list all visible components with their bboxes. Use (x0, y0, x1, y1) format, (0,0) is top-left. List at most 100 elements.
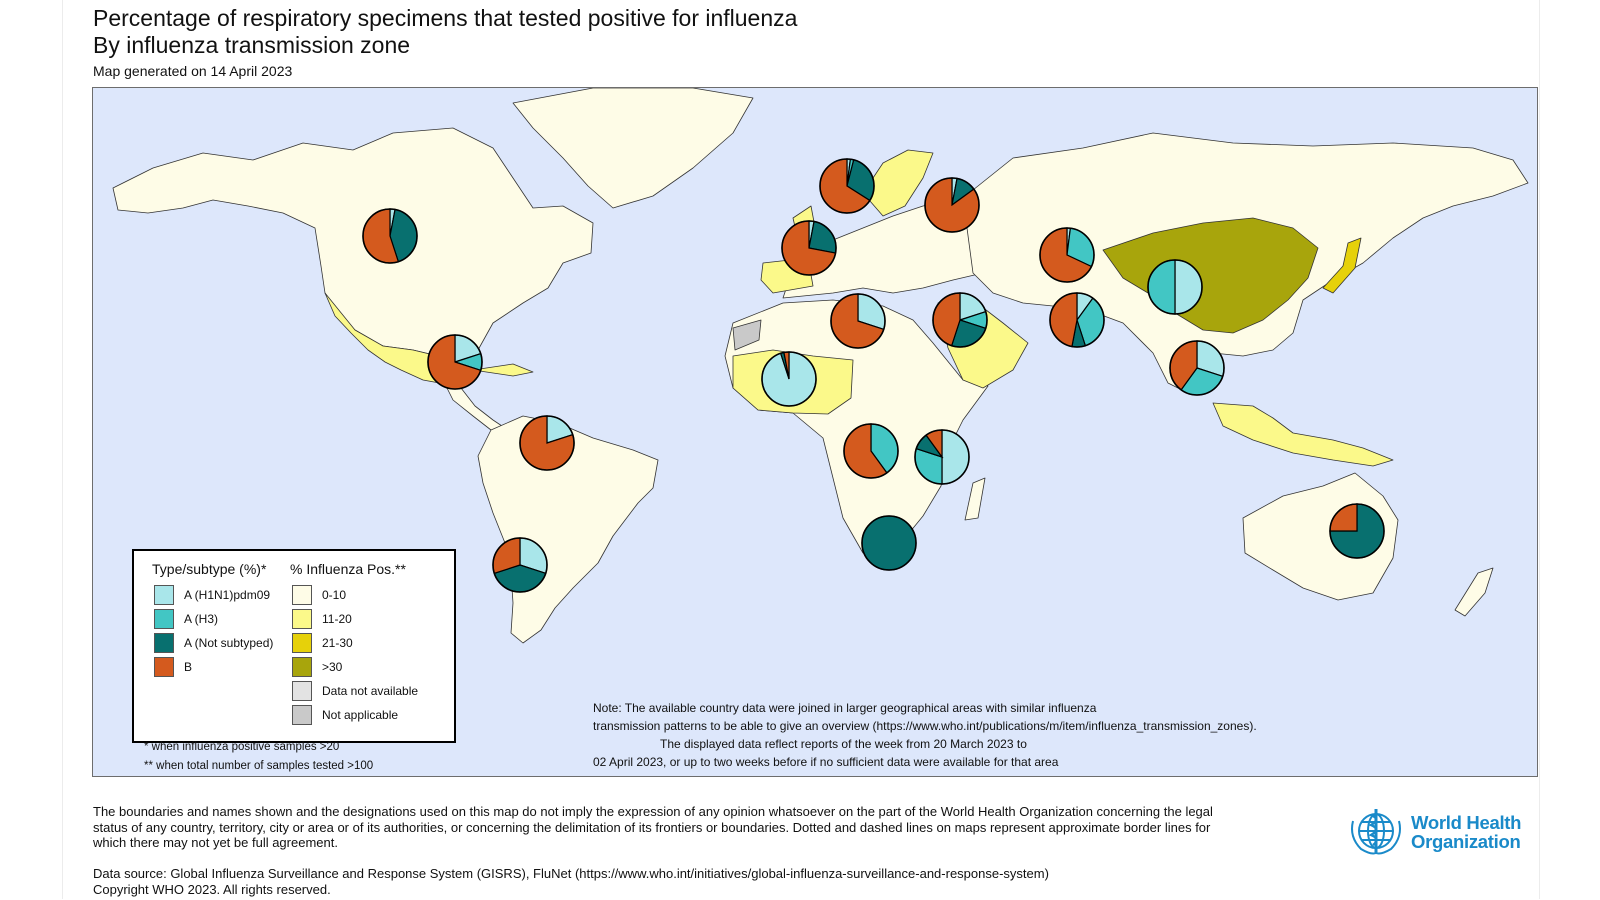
legend-label: A (H1N1)pdm09 (184, 588, 271, 602)
legend-item-pos-0-10: 0-10 (292, 584, 346, 606)
land-japan (1322, 237, 1362, 294)
pie-southern-asia (1049, 292, 1105, 348)
map-subtitle: By influenza transmission zone (93, 32, 411, 58)
pie-outline (932, 292, 988, 348)
land-north-america (112, 127, 594, 371)
legend-item-pos-30-plus: >30 (292, 656, 342, 678)
swatch-data-not-available (292, 681, 312, 701)
pie-south-east-asia (1169, 340, 1225, 396)
pie-central-asia (1039, 227, 1095, 283)
legend-item-b: B (154, 656, 192, 678)
legend-label: 11-20 (322, 612, 352, 626)
note-line-4: 02 April 2023, or up to two weeks before… (593, 755, 1059, 769)
legend-item-data-not-available: Data not available (292, 680, 418, 702)
swatch-pos-0-10 (292, 585, 312, 605)
legend-label: B (184, 660, 193, 674)
pie-western-africa (761, 351, 817, 407)
source-line: Data source: Global Influenza Surveillan… (93, 866, 1049, 881)
legend-pos-heading: % Influenza Pos.** (290, 561, 406, 577)
land-caribbean (472, 363, 534, 377)
legend-item-h1n1: A (H1N1)pdm09 (154, 584, 270, 606)
legend-label: 0-10 (322, 588, 347, 602)
legend-label: Not applicable (322, 708, 399, 722)
swatch-pos-11-20 (292, 609, 312, 629)
pie-outline (1147, 259, 1203, 315)
world-map-svg (112, 88, 1529, 644)
pie-outline (1049, 292, 1105, 348)
pie-outline (861, 515, 917, 571)
data-source: Data source: Global Influenza Surveillan… (93, 866, 1049, 897)
pie-slice-h1n1 (941, 429, 970, 485)
page-border (62, 0, 1540, 899)
pie-outline (1329, 503, 1385, 559)
pie-western-asia (932, 292, 988, 348)
legend-label: >30 (322, 660, 343, 674)
who-logo-line-2: Organization (1411, 831, 1521, 852)
pie-outline (427, 334, 483, 390)
legend-type-heading: Type/subtype (%)* (152, 561, 267, 577)
legend-footnote-1: * when influenza positive samples >20 (144, 741, 340, 753)
legend-item-pos-11-20: 11-20 (292, 608, 352, 630)
pie-layer (362, 158, 1385, 593)
legend-item-not-applicable: Not applicable (292, 704, 398, 726)
swatch-pos-21-30 (292, 633, 312, 653)
legend-label: Data not available (322, 684, 419, 698)
pie-outline (519, 415, 575, 471)
legend-label: A (Not subtyped) (184, 636, 274, 650)
swatch-h1n1 (154, 585, 174, 605)
pie-outline (1169, 340, 1225, 396)
who-logo-line-1: World Health (1411, 812, 1522, 833)
pie-tropical-south-america (519, 415, 575, 471)
pie-central-america-and-caribbean (427, 334, 483, 390)
land-southeast-asia (1212, 402, 1394, 467)
pie-middle-africa (843, 423, 899, 479)
pie-outline (362, 208, 418, 264)
note-line-2: transmission patterns to be able to give… (593, 719, 1257, 733)
legend-footnote-2: ** when total number of samples tested >… (144, 760, 374, 772)
note-line-1: Note: The available country data were jo… (593, 701, 1097, 715)
legend: Type/subtype (%)* % Influenza Pos.** A (… (132, 549, 456, 743)
who-logo-text: World Health Organization (1411, 813, 1521, 851)
land-madagascar (964, 477, 986, 521)
world-map (92, 87, 1538, 777)
pie-outline (819, 158, 875, 214)
disclaimer-text: The boundaries and names shown and the d… (93, 804, 1213, 850)
pie-outline (1039, 227, 1095, 283)
pie-eastern-europe (924, 177, 980, 233)
pie-eastern-africa (914, 429, 970, 485)
pie-outline (914, 429, 970, 485)
legend-item-pos-21-30: 21-30 (292, 632, 353, 654)
pie-outline (761, 351, 817, 407)
swatch-not-applicable (292, 705, 312, 725)
legend-label: 21-30 (322, 636, 353, 650)
copyright-line: Copyright WHO 2023. All rights reserved. (93, 881, 331, 897)
land-new-zealand (1454, 567, 1494, 617)
generated-date: Map generated on 14 April 2023 (93, 63, 293, 79)
pie-south-west-europe (781, 220, 837, 276)
pie-northern-europe (819, 158, 875, 214)
land-scandinavia (862, 149, 934, 217)
swatch-h3 (154, 609, 174, 629)
legend-item-a-not-subtyped: A (Not subtyped) (154, 632, 273, 654)
swatch-pos-30-plus (292, 657, 312, 677)
pie-outline (843, 423, 899, 479)
pie-northern-africa (830, 293, 886, 349)
swatch-a-not-subtyped (154, 633, 174, 653)
land-western-sahara (732, 319, 762, 351)
pie-outline (830, 293, 886, 349)
pie-southern-africa (861, 515, 917, 571)
pie-eastern-asia (1147, 259, 1203, 315)
pie-outline (492, 537, 548, 593)
who-logo: World Health Organization (1347, 807, 1521, 857)
note-line-3: The displayed data reflect reports of th… (660, 737, 1027, 751)
map-title: Percentage of respiratory specimens that… (93, 5, 798, 31)
land-greenland (512, 88, 754, 209)
pie-outline (781, 220, 837, 276)
legend-item-h3: A (H3) (154, 608, 218, 630)
land-mexico (324, 292, 454, 385)
swatch-b (154, 657, 174, 677)
pie-oceania-melanesia-polynesia (1329, 503, 1385, 559)
pie-north-america (362, 208, 418, 264)
pie-temperate-south-america (492, 537, 548, 593)
land-central-america (444, 383, 506, 431)
